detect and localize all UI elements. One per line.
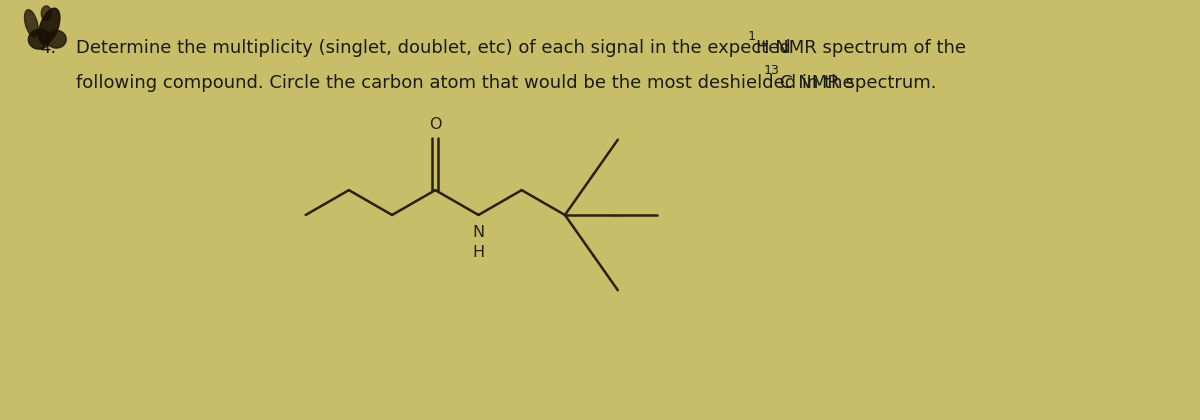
Text: N: N bbox=[473, 225, 485, 240]
Text: following compound. Circle the carbon atom that would be the most deshielded in : following compound. Circle the carbon at… bbox=[77, 74, 859, 92]
Text: Determine the multiplicity (singlet, doublet, etc) of each signal in the expecte: Determine the multiplicity (singlet, dou… bbox=[77, 39, 797, 57]
Text: 13: 13 bbox=[763, 64, 780, 77]
Ellipse shape bbox=[24, 10, 38, 37]
Text: O: O bbox=[430, 116, 442, 131]
Text: 4.: 4. bbox=[40, 39, 56, 57]
Text: H NMR spectrum of the: H NMR spectrum of the bbox=[756, 39, 966, 57]
Text: 1: 1 bbox=[748, 30, 755, 43]
Ellipse shape bbox=[38, 8, 60, 44]
Text: C NMR spectrum.: C NMR spectrum. bbox=[780, 74, 937, 92]
Ellipse shape bbox=[41, 6, 52, 21]
Ellipse shape bbox=[47, 30, 66, 48]
Text: H: H bbox=[473, 245, 485, 260]
Ellipse shape bbox=[29, 29, 50, 49]
